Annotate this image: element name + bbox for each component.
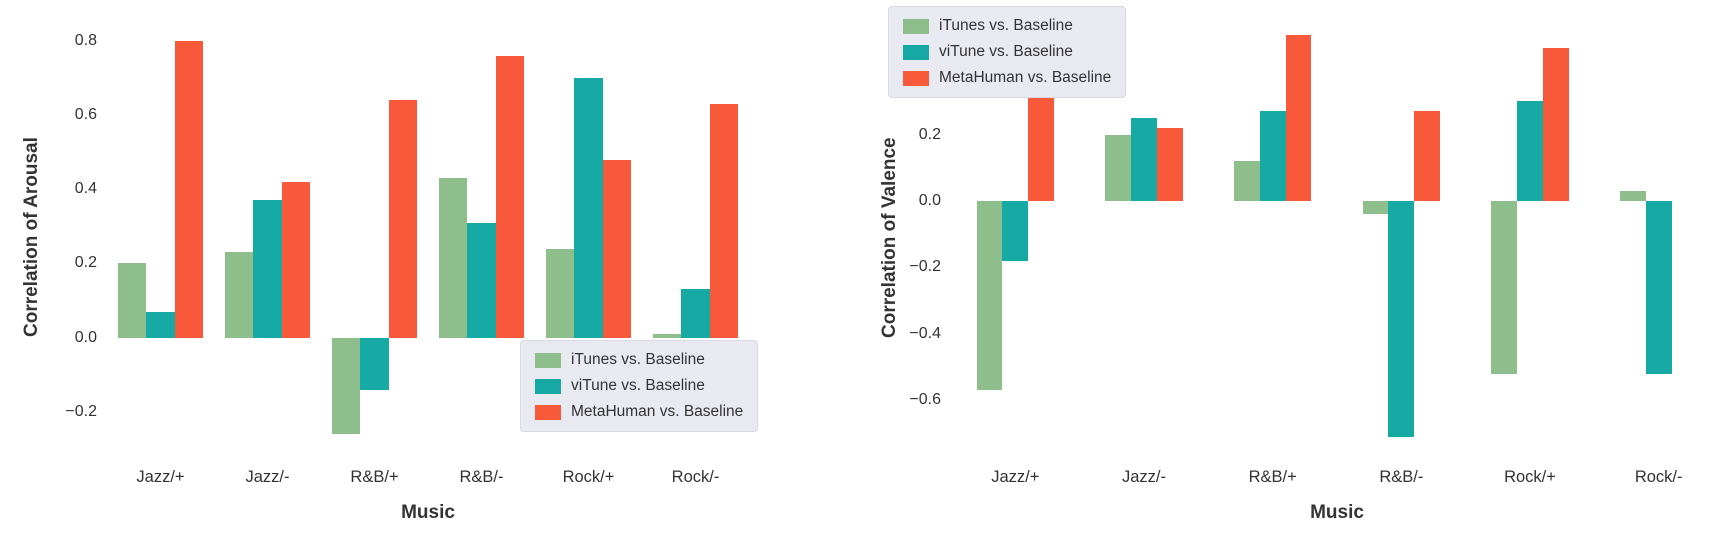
legend: iTunes vs. Baseline viTune vs. Baseline Me… xyxy=(888,6,1127,98)
y-axis-label: Correlation of Arousal xyxy=(21,137,42,338)
plot-area xyxy=(951,15,1723,460)
bar xyxy=(360,337,389,390)
legend-label: iTunes vs. Baseline xyxy=(571,351,705,368)
x-axis-label: Music xyxy=(401,502,455,523)
bar xyxy=(388,100,418,338)
bar xyxy=(281,181,311,338)
legend-item: viTune vs. Baseline xyxy=(535,377,743,395)
x-tick-label: R&B/- xyxy=(1379,468,1424,486)
x-tick-label: Jazz/+ xyxy=(136,468,185,486)
legend-swatch xyxy=(535,404,561,420)
legend-label: viTune vs. Baseline xyxy=(939,43,1073,60)
legend-item: MetaHuman vs. Baseline xyxy=(903,69,1111,87)
y-tick-label: 0.6 xyxy=(74,106,97,124)
x-tick-label: Jazz/+ xyxy=(991,468,1040,486)
bar xyxy=(545,248,575,338)
bar xyxy=(331,337,361,435)
bar xyxy=(146,311,175,338)
bar xyxy=(495,55,525,338)
bar xyxy=(117,263,147,338)
bar xyxy=(1414,111,1440,201)
bar xyxy=(1285,34,1312,201)
y-tick-label: 0.4 xyxy=(74,180,97,198)
bar xyxy=(1105,134,1132,201)
y-tick-label: −0.2 xyxy=(65,402,97,420)
legend-label: viTune vs. Baseline xyxy=(571,377,705,394)
legend-label: iTunes vs. Baseline xyxy=(939,17,1073,34)
x-tick-label: Rock/+ xyxy=(1504,468,1556,486)
bar xyxy=(1234,161,1260,201)
x-tick-label: R&B/+ xyxy=(350,468,399,486)
y-tick-label: 0.2 xyxy=(74,254,97,272)
legend-swatch xyxy=(535,352,561,368)
y-tick-label: 0.0 xyxy=(74,328,97,346)
arousal-chart: Correlation of Arousal 0.8 0.6 0.4 0.2 0.0 −0… xyxy=(21,15,759,523)
legend-item: MetaHuman vs. Baseline xyxy=(535,403,743,421)
x-tick-labels: Jazz/+ Jazz/- R&B/+ R&B/- Rock/+ Rock/- xyxy=(951,468,1723,492)
bar xyxy=(1645,200,1672,374)
bar xyxy=(1620,191,1646,201)
bar xyxy=(1517,101,1543,201)
legend-item: iTunes vs. Baseline xyxy=(903,17,1111,35)
bar xyxy=(976,200,1003,391)
bar xyxy=(174,40,204,338)
legend-label: MetaHuman vs. Baseline xyxy=(939,69,1112,86)
bar xyxy=(438,178,468,338)
bar xyxy=(652,333,682,338)
x-tick-label: Rock/- xyxy=(1634,468,1683,486)
x-tick-label: Rock/- xyxy=(671,468,720,486)
valence-chart: Correlation of Valence 0.40.20.0−0.2−0.4… xyxy=(866,0,1732,554)
y-tick-label: −0.2 xyxy=(909,258,941,276)
bar xyxy=(602,159,632,338)
y-tick-label: 0.8 xyxy=(74,31,97,49)
bar xyxy=(1259,111,1286,201)
legend-label: MetaHuman vs. Baseline xyxy=(571,403,744,420)
y-tick-labels: 0.8 0.6 0.4 0.2 0.0 −0.2 xyxy=(53,15,97,460)
legend: iTunes vs. Baseline viTune vs. Baseline Me… xyxy=(520,340,759,432)
legend-swatch xyxy=(903,18,929,34)
y-tick-label: 0.0 xyxy=(918,191,941,209)
bar xyxy=(1542,48,1569,201)
bar xyxy=(1131,117,1157,201)
legend-swatch xyxy=(903,44,929,60)
bar xyxy=(681,289,710,338)
x-tick-label: Jazz/- xyxy=(1121,468,1166,486)
x-tick-labels: Jazz/+ Jazz/- R&B/+ R&B/- Rock/+ Rock/- xyxy=(107,468,749,492)
x-tick-label: Jazz/- xyxy=(245,468,290,486)
legend-swatch xyxy=(535,378,561,394)
x-tick-label: Rock/+ xyxy=(562,468,615,486)
legend-swatch xyxy=(903,70,929,86)
bar xyxy=(1491,200,1518,374)
bar xyxy=(574,78,603,338)
bar xyxy=(1002,200,1029,261)
x-tick-label: R&B/+ xyxy=(1248,468,1297,486)
legend-item: iTunes vs. Baseline xyxy=(535,351,743,369)
y-tick-label: −0.6 xyxy=(909,391,941,409)
y-tick-label: 0.2 xyxy=(918,125,941,143)
bar xyxy=(224,252,254,338)
x-axis-label: Music xyxy=(1310,502,1364,523)
bar xyxy=(1362,200,1389,215)
bar xyxy=(1388,200,1415,437)
bar xyxy=(467,222,496,338)
bar xyxy=(709,104,739,338)
legend-item: viTune vs. Baseline xyxy=(903,43,1111,61)
bar xyxy=(1156,127,1183,201)
bar xyxy=(253,200,282,338)
plot-area xyxy=(107,15,749,460)
y-tick-label: −0.4 xyxy=(909,324,941,342)
x-tick-label: R&B/- xyxy=(459,468,504,486)
